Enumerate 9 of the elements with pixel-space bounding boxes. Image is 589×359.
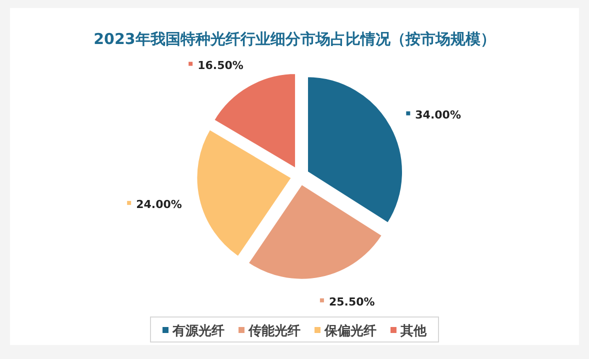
data-label: 16.50% <box>198 58 244 72</box>
data-label: 25.50% <box>328 295 375 308</box>
legend-label: 保偏光纤 <box>324 324 376 339</box>
chart-title: 2023年我国特种光纤行业细分市场占比情况（按市场规模） <box>94 30 496 48</box>
data-label: 34.00% <box>415 108 461 122</box>
legend-label: 其他 <box>400 324 428 339</box>
legend-label: 传能光纤 <box>248 323 300 339</box>
legend-label: 有源光纤 <box>172 324 224 339</box>
data-label: 24.00% <box>136 198 182 211</box>
